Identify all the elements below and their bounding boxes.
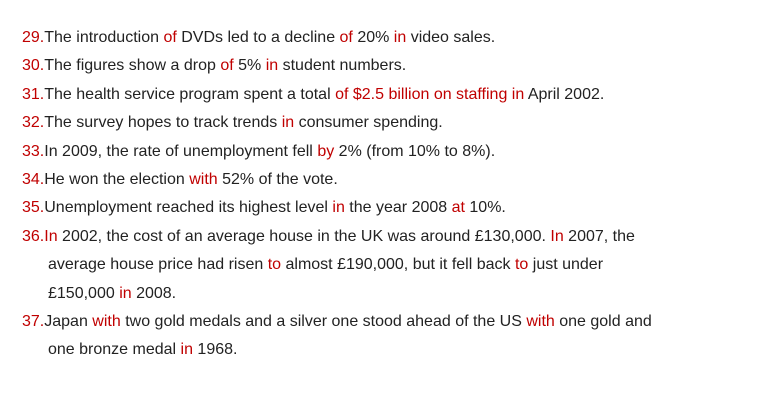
highlighted-preposition: at [451,199,465,217]
highlighted-preposition: of $2.5 billion on staffing [335,85,512,103]
text-segment: The introduction [44,29,164,46]
text-segment: He won the election [44,171,190,189]
highlighted-preposition: in [332,199,345,217]
text-segment: 10%. [464,199,506,217]
list-item: 37.Japan with two gold medals and a silv… [22,308,761,365]
item-number: 32. [22,114,45,132]
text-segment: student numbers. [278,57,407,75]
highlighted-preposition: to [514,256,529,274]
text-segment: The health service program spent a total [44,85,336,103]
highlighted-preposition: In [550,227,564,245]
highlighted-preposition: with [92,313,121,331]
text-segment: DVDs led to a decline [176,29,340,46]
text-segment: 20% [352,29,394,46]
text-segment: the year 2008 [344,199,452,217]
text-segment: The survey hopes to track trends [44,114,282,132]
text-segment: two gold medals and a silver one stood a… [120,313,527,331]
highlighted-preposition: of [163,29,177,46]
list-item: 31.The health service program spent a to… [22,81,761,109]
highlighted-preposition: with [526,313,555,331]
highlighted-preposition: in [393,29,407,46]
text-segment: The figures show a drop [44,57,221,75]
item-number: 31. [22,85,45,103]
highlighted-preposition: in [281,114,295,132]
highlighted-preposition: with [189,171,218,189]
highlighted-preposition: in [119,284,132,302]
list-item: 30.The figures show a drop of 5% in stud… [22,52,761,80]
list-item: 35.Unemployment reached its highest leve… [22,194,761,222]
highlighted-preposition: of [339,29,353,46]
text-segment: Unemployment reached its highest level [44,199,333,217]
item-number: 30. [22,57,45,75]
text-segment: 2% (from 10% to 8%). [334,142,496,160]
text-segment: almost £190,000, but it fell back [281,256,515,274]
text-segment: 52% of the vote. [217,171,338,189]
text-segment: In 2009, the rate of unemployment fell [44,142,318,160]
item-number: 34. [22,171,45,189]
highlighted-preposition: by [317,142,335,160]
highlighted-preposition: in [511,85,525,103]
text-segment: just under £150,000 [48,256,604,302]
item-number: 33. [22,142,45,160]
highlighted-preposition: In [44,227,58,245]
list-item: 29.The introduction of DVDs led to a dec… [22,24,761,52]
text-segment: Japan [44,313,93,331]
text-segment: April 2002. [524,85,605,103]
text-segment: 2007, the average house price had risen [48,227,635,274]
item-number: 37. [22,313,45,331]
highlighted-preposition: of [220,57,234,75]
text-segment: 1968. [192,341,238,359]
item-number: 29. [22,29,45,46]
sentence-list: 29.The introduction of DVDs led to a dec… [22,24,761,365]
text-segment: one gold and one bronze medal [48,313,652,359]
item-number: 36. [22,227,45,245]
text-segment: 2002, the cost of an average house in th… [57,227,551,245]
text-segment: consumer spending. [294,114,443,132]
list-item: 34.He won the election with 52% of the v… [22,166,761,194]
text-segment: 5% [233,57,266,75]
text-segment: 2008. [131,284,177,302]
highlighted-preposition: to [267,256,282,274]
list-item: 33.In 2009, the rate of unemployment fel… [22,138,761,166]
list-item: 32.The survey hopes to track trends in c… [22,109,761,137]
highlighted-preposition: in [180,341,193,359]
item-number: 35. [22,199,45,217]
text-segment: video sales. [406,29,496,46]
highlighted-preposition: in [265,57,279,75]
list-item: 36.In 2002, the cost of an average house… [22,223,761,308]
